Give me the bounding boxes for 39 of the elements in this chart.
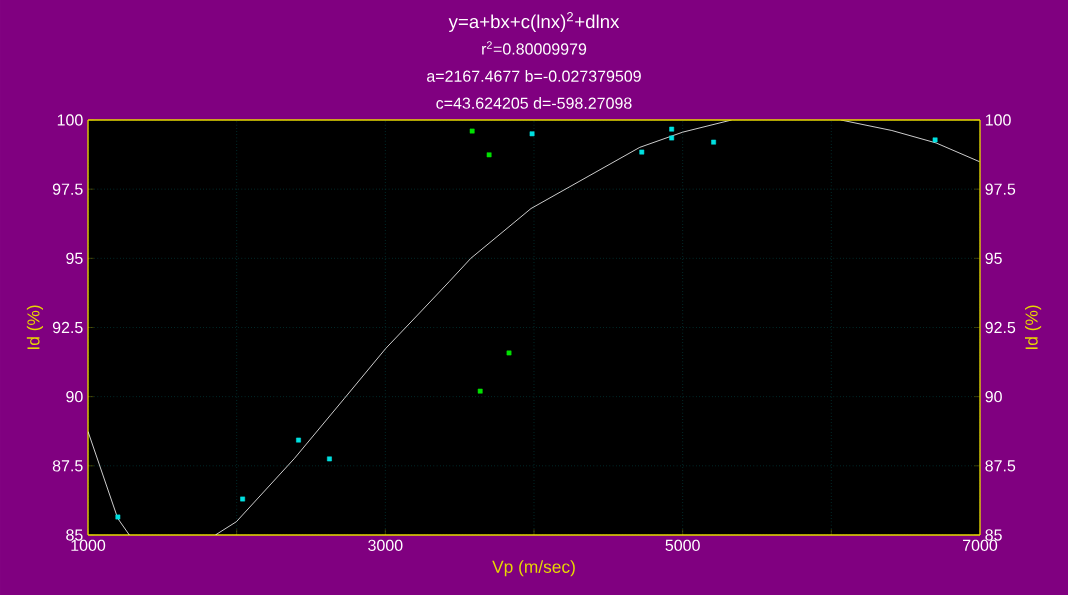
y2-axis-title: Id (%) bbox=[1024, 305, 1042, 349]
y2-tick-label: 100 bbox=[985, 114, 1011, 126]
y2-tick-label: 92.5 bbox=[985, 321, 1016, 334]
y-tick-label: 92.5 bbox=[52, 321, 83, 334]
y2-tick-label: 90 bbox=[985, 390, 1002, 403]
point bbox=[711, 139, 716, 145]
y2-tick-label: 97.5 bbox=[985, 183, 1016, 195]
chart-subtitle: r$^{2}$=0.80009979 bbox=[482, 41, 587, 55]
y2-tick-label: 95 bbox=[985, 252, 1002, 264]
text: a=2167.4677 b=-0.027379509 bbox=[427, 70, 641, 82]
point bbox=[669, 126, 675, 132]
point bbox=[477, 388, 483, 394]
point bbox=[327, 456, 332, 462]
point bbox=[529, 131, 535, 137]
point bbox=[932, 137, 938, 143]
point bbox=[115, 514, 121, 520]
y-tick-label: 95 bbox=[66, 252, 83, 264]
y2-tick-label: 87.5 bbox=[985, 460, 1016, 472]
point bbox=[639, 149, 645, 155]
text: c=43.624205 d=-598.27098 bbox=[436, 97, 632, 109]
y-tick-label: 90 bbox=[66, 390, 83, 403]
y-tick-label: 100 bbox=[57, 114, 83, 126]
y-axis-title: Id (%) bbox=[26, 305, 44, 349]
point bbox=[469, 128, 475, 134]
x-tick-label: 1000 bbox=[71, 539, 106, 552]
x-tick-label: 5000 bbox=[665, 539, 700, 552]
point bbox=[486, 152, 492, 158]
y2-tick-label: 85 bbox=[985, 529, 1002, 541]
y-tick-label: 85 bbox=[66, 529, 83, 541]
x-tick-label: 7000 bbox=[963, 539, 998, 552]
x-axis-title: Vp (m/sec) bbox=[492, 560, 575, 577]
point bbox=[296, 437, 301, 443]
chart-title: y=a+bx+c(lnx)$^{2}$+dlnx bbox=[448, 12, 620, 32]
point bbox=[669, 135, 675, 141]
x-tick-label: 3000 bbox=[368, 539, 403, 552]
point bbox=[506, 350, 512, 356]
point bbox=[240, 496, 246, 502]
y-tick-label: 87.5 bbox=[52, 460, 83, 472]
y-tick-label: 97.5 bbox=[52, 183, 83, 195]
